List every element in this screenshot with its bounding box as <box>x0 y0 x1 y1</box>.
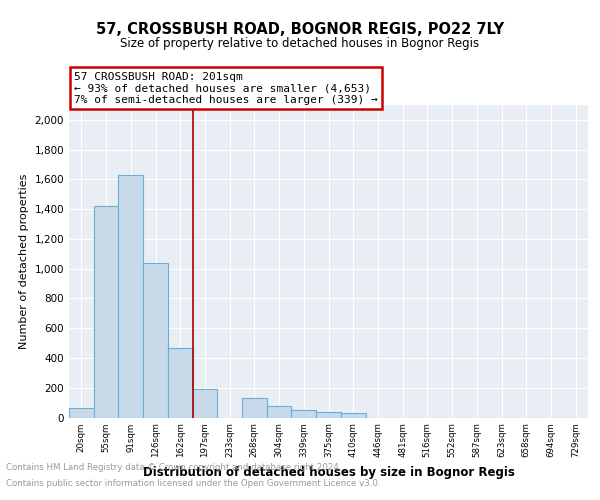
Bar <box>69 408 94 418</box>
Bar <box>292 410 316 418</box>
Text: Contains public sector information licensed under the Open Government Licence v3: Contains public sector information licen… <box>6 478 380 488</box>
Bar <box>193 389 217 418</box>
Text: Size of property relative to detached houses in Bognor Regis: Size of property relative to detached ho… <box>121 38 479 51</box>
Text: 57 CROSSBUSH ROAD: 201sqm
← 93% of detached houses are smaller (4,653)
7% of sem: 57 CROSSBUSH ROAD: 201sqm ← 93% of detac… <box>74 72 378 105</box>
Bar <box>118 175 143 418</box>
Y-axis label: Number of detached properties: Number of detached properties <box>19 174 29 349</box>
Bar <box>94 206 118 418</box>
Bar <box>267 406 292 418</box>
Bar <box>168 348 193 418</box>
X-axis label: Distribution of detached houses by size in Bognor Regis: Distribution of detached houses by size … <box>143 466 514 478</box>
Bar <box>242 398 267 417</box>
Bar <box>341 413 365 418</box>
Bar <box>143 262 168 418</box>
Text: 57, CROSSBUSH ROAD, BOGNOR REGIS, PO22 7LY: 57, CROSSBUSH ROAD, BOGNOR REGIS, PO22 7… <box>96 22 504 38</box>
Text: Contains HM Land Registry data © Crown copyright and database right 2024.: Contains HM Land Registry data © Crown c… <box>6 464 341 472</box>
Bar <box>316 412 341 418</box>
